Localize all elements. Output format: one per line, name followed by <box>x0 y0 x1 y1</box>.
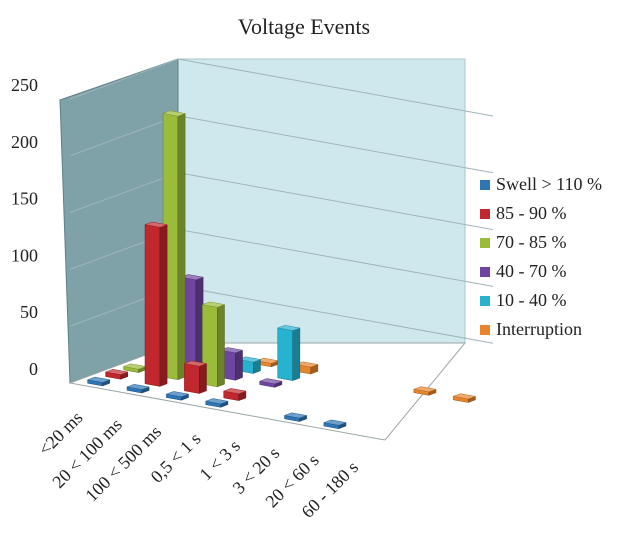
bar <box>283 412 308 422</box>
bar <box>412 386 437 396</box>
y-tick-label: 250 <box>11 75 38 95</box>
legend-label: Swell > 110 % <box>496 174 602 194</box>
legend-label: 40 - 70 % <box>496 261 567 281</box>
legend-swatch <box>480 180 490 190</box>
bar <box>104 369 129 380</box>
y-tick-label: 200 <box>11 132 38 152</box>
bar <box>258 378 283 388</box>
bar <box>322 419 347 430</box>
legend-label: 85 - 90 % <box>496 203 567 223</box>
bar <box>183 360 208 394</box>
bar <box>165 391 190 401</box>
y-tick-label: 0 <box>29 359 38 379</box>
bar <box>86 376 111 387</box>
chart-title: Voltage Events <box>238 14 370 39</box>
bar <box>144 221 169 387</box>
legend-swatch <box>480 296 490 306</box>
bar <box>122 363 147 373</box>
legend-label: 70 - 85 % <box>496 232 567 252</box>
bars <box>86 110 477 430</box>
bar <box>126 384 151 394</box>
legend-swatch <box>480 267 490 277</box>
y-tick-label: 100 <box>11 245 38 265</box>
bar <box>276 325 301 381</box>
gridline <box>69 58 494 117</box>
legend: Swell > 110 % 85 - 90 % 70 - 85 % 40 - 70 %… <box>480 174 602 339</box>
bar <box>204 398 229 408</box>
y-tick-label: 50 <box>20 302 38 322</box>
legend-label: 10 - 40 % <box>496 290 567 310</box>
legend-swatch <box>480 238 490 248</box>
y-tick-label: 150 <box>11 189 38 209</box>
y-axis: 0 50 100 150 200 250 <box>11 75 38 379</box>
back-wall <box>177 58 466 344</box>
legend-swatch <box>480 209 490 219</box>
bar <box>452 393 477 403</box>
legend-label: Interruption <box>496 319 582 339</box>
bar <box>222 388 247 401</box>
legend-swatch <box>480 325 490 335</box>
